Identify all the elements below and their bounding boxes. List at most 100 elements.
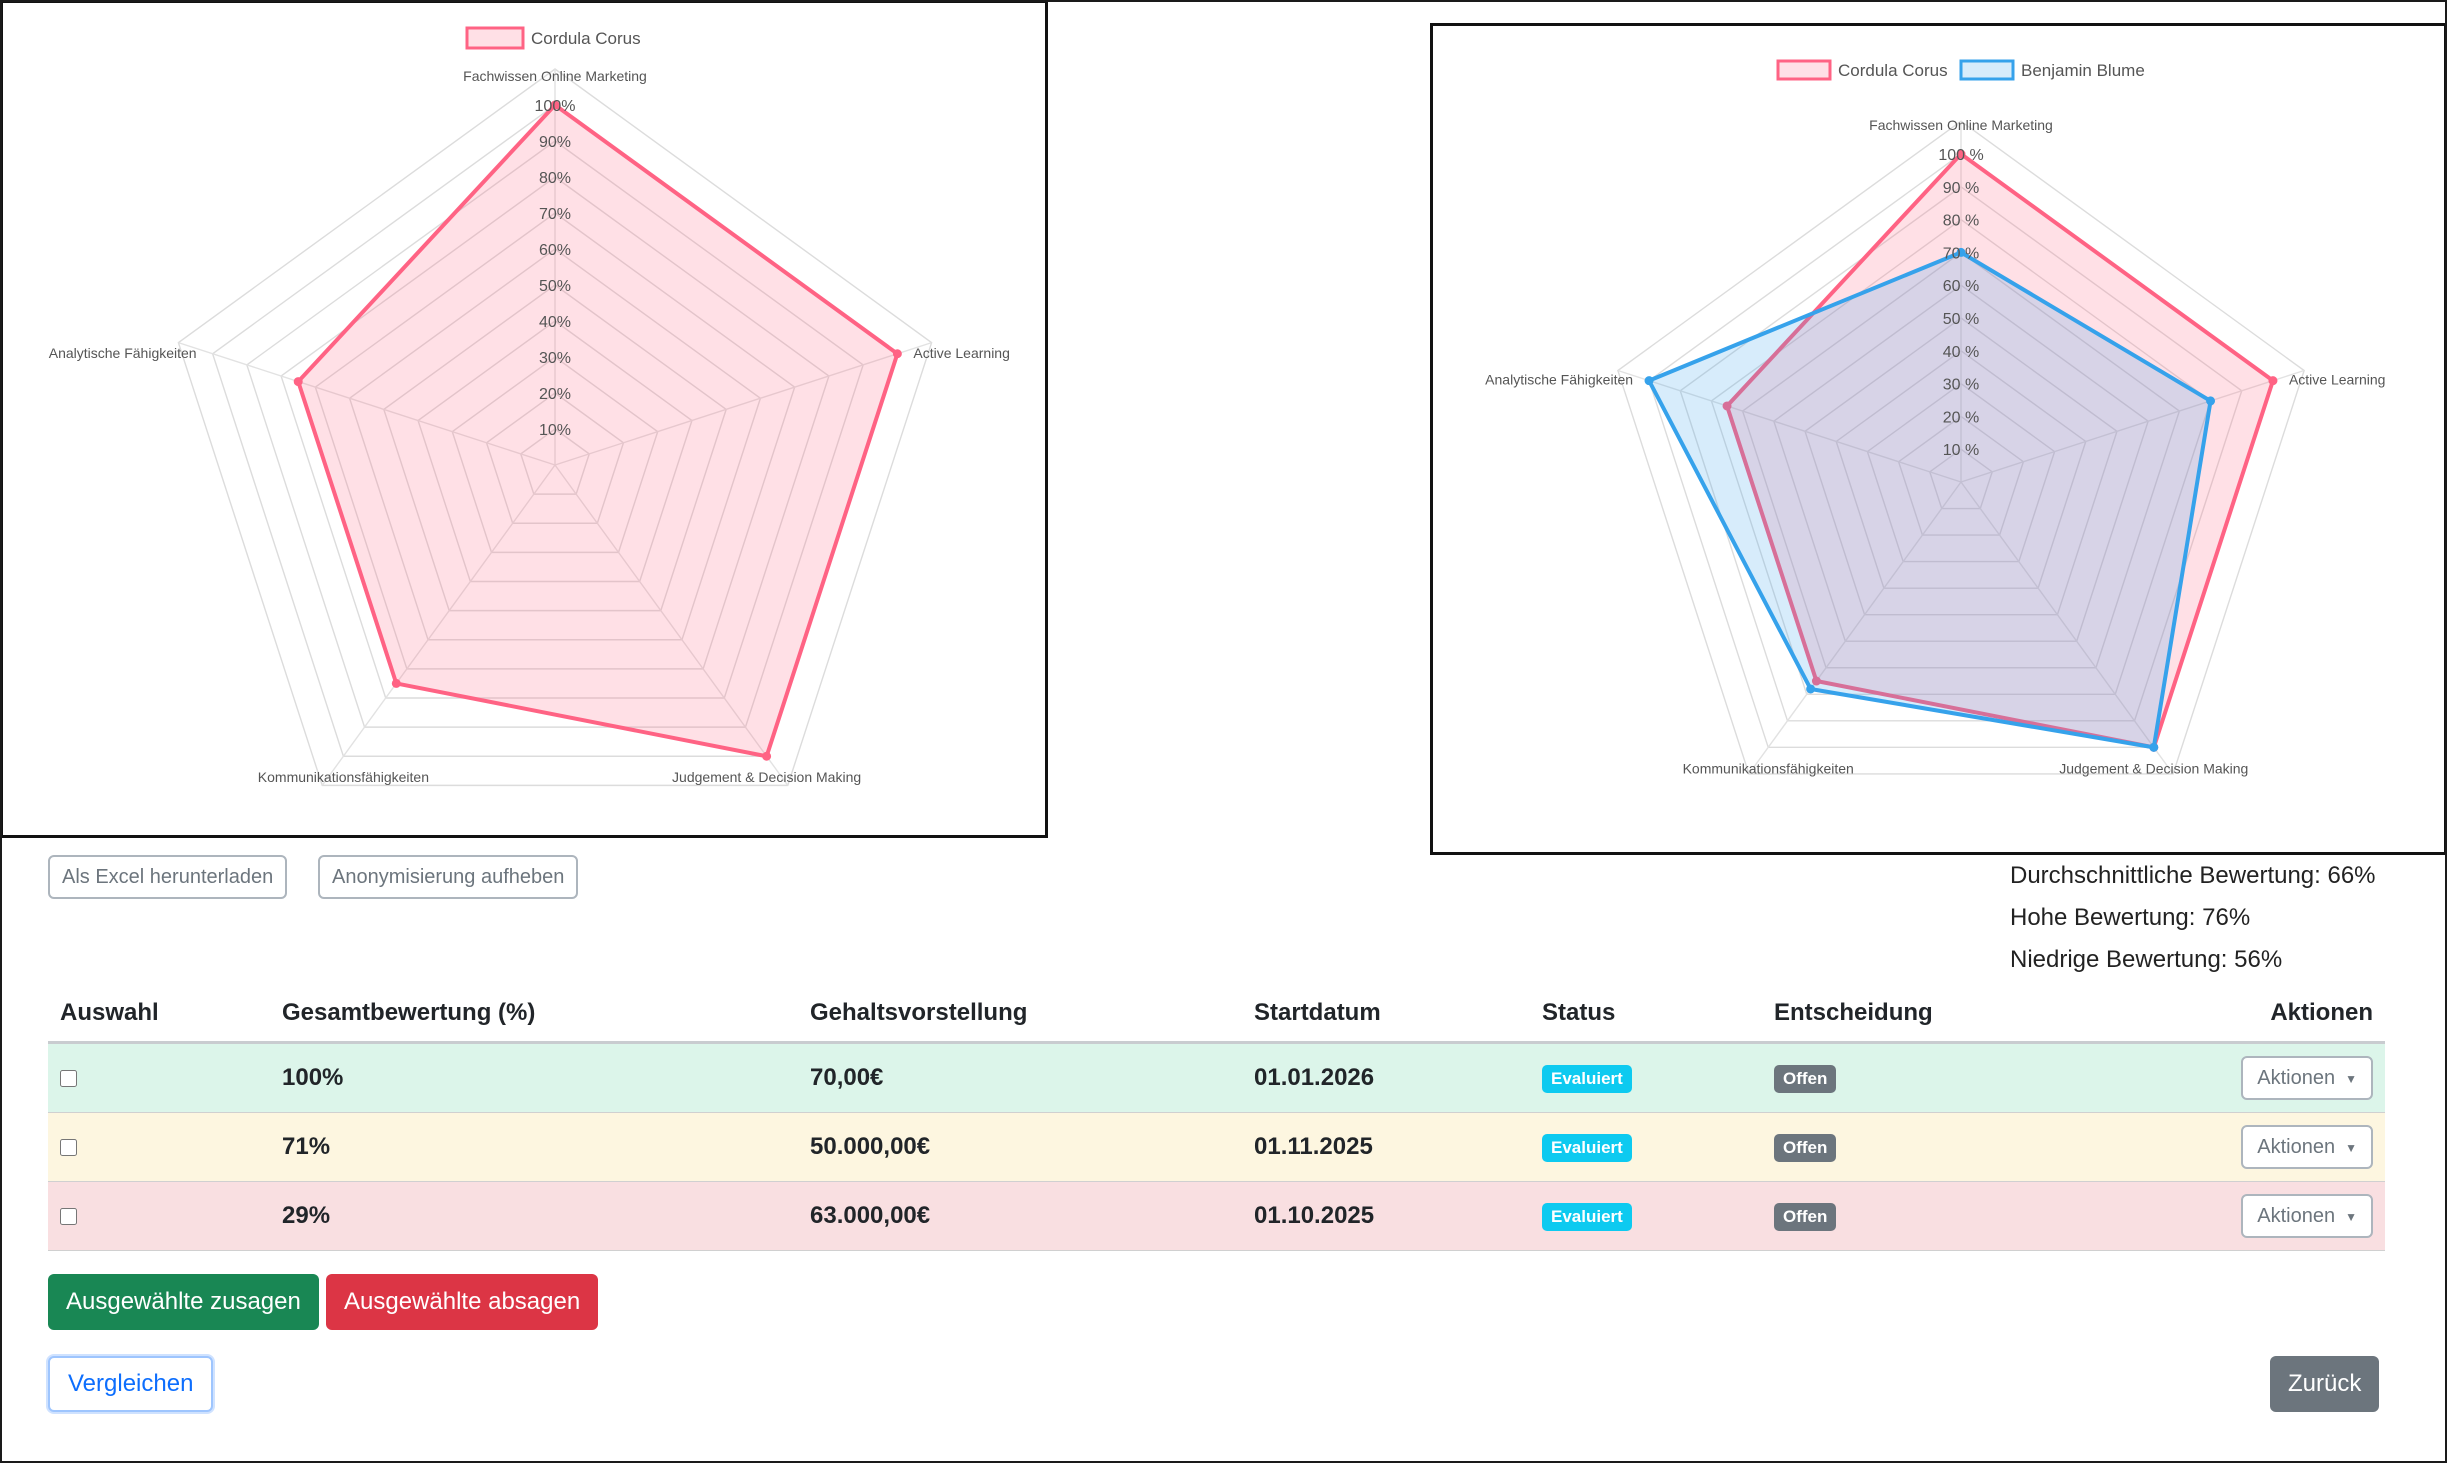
header-start: Startdatum bbox=[1242, 985, 1530, 1044]
radar-chart-single: Cordula Corus 10% 20% 30% 40% 50% 60% 70% 80% 90… bbox=[0, 0, 1048, 838]
radar-tick-label: 70 % bbox=[1943, 245, 1979, 262]
radar-grid-ring bbox=[280, 176, 830, 699]
radar-grid-ring bbox=[1897, 415, 2025, 536]
radar-tick-label: 60 % bbox=[1943, 278, 1979, 295]
radar-grid-ring bbox=[1773, 284, 2149, 642]
radar-tick-label: 100 % bbox=[1938, 147, 1983, 164]
compare-button[interactable]: Vergleichen bbox=[48, 1356, 214, 1412]
radar-tick-label: 10% bbox=[539, 422, 571, 439]
radar-point bbox=[762, 751, 772, 761]
row-start-date: 01.11.2025 bbox=[1242, 1112, 1530, 1182]
radar-axis-label: Analytische Fähigkeiten bbox=[49, 345, 197, 361]
radar-tick-label: 20% bbox=[539, 386, 571, 403]
radar-spoke bbox=[554, 341, 932, 466]
radar-point bbox=[1811, 676, 1821, 686]
caret-down-icon: ▼ bbox=[2345, 1140, 2357, 1155]
radar-axis-label: Judgement & Decision Making bbox=[672, 769, 861, 785]
radar-grid-ring bbox=[1804, 317, 2118, 616]
header-score: Gesamtbewertung (%) bbox=[270, 985, 798, 1044]
rating-stats: Durchschnittliche Bewertung: 66% Hohe Be… bbox=[2010, 855, 2376, 981]
radar-axis-label: Active Learning bbox=[913, 345, 1010, 361]
radar-point bbox=[1644, 376, 1654, 386]
header-salary: Gehaltsvorstellung bbox=[798, 985, 1242, 1044]
actions-dropdown-label: Aktionen bbox=[2257, 1205, 2336, 1227]
radar-tick-label: 30 % bbox=[1943, 377, 1979, 394]
legend-label-cordula: Cordula Corus bbox=[531, 29, 641, 48]
header-status: Status bbox=[1530, 985, 1762, 1044]
radar-point bbox=[391, 678, 401, 688]
radar-point bbox=[892, 349, 902, 359]
accept-selected-button[interactable]: Ausgewählte zusagen bbox=[48, 1274, 319, 1330]
radar-tick-label: 80 % bbox=[1943, 213, 1979, 230]
legend-swatch-cordula bbox=[465, 26, 525, 50]
radar-axis-label: Fachwissen Online Marketing bbox=[463, 68, 647, 84]
row-select-checkbox[interactable] bbox=[60, 1208, 77, 1226]
actions-dropdown-label: Aktionen bbox=[2257, 1136, 2336, 1158]
radar-point bbox=[2268, 376, 2278, 386]
radar-tick-label: 10 % bbox=[1943, 442, 1979, 459]
radar-grid-ring bbox=[246, 140, 864, 728]
radar-grid-ring bbox=[1679, 185, 2243, 722]
radar-axis-label: Fachwissen Online Marketing bbox=[1869, 117, 2053, 133]
radar-spoke bbox=[554, 464, 789, 786]
radar-spoke bbox=[1960, 481, 2174, 775]
radar-tick-label: 20 % bbox=[1943, 409, 1979, 426]
row-salary: 50.000,00€ bbox=[798, 1112, 1242, 1182]
radar-chart-svg: Cordula Corus Benjamin Blume 10 % 20 % 30 … bbox=[1485, 59, 2385, 776]
radar-tick-label: 90% bbox=[539, 134, 571, 151]
radar-grid-ring bbox=[1928, 448, 1994, 510]
radar-grid-ring bbox=[417, 320, 693, 583]
radar-grid-ring bbox=[485, 392, 625, 524]
header-actions: Aktionen bbox=[2092, 985, 2385, 1044]
actions-dropdown-button[interactable]: Aktionen ▼ bbox=[2241, 1056, 2373, 1100]
actions-dropdown-label: Aktionen bbox=[2257, 1067, 2336, 1089]
radar-point bbox=[1956, 149, 1966, 159]
radar-tick-label: 30% bbox=[539, 350, 571, 367]
radar-grid-ring bbox=[314, 212, 796, 670]
average-rating: Durchschnittliche Bewertung: 66% bbox=[2010, 862, 2376, 889]
remove-anonymization-button[interactable]: Anonymisierung aufheben bbox=[318, 855, 579, 899]
back-button[interactable]: Zurück bbox=[2270, 1356, 2380, 1412]
status-badge: Evaluiert bbox=[1542, 1134, 1632, 1162]
radar-axis-label: Kommunikationsfähigkeiten bbox=[1683, 760, 1854, 776]
table-header-row: Auswahl Gesamtbewertung (%) Gehaltsvorst… bbox=[48, 985, 2385, 1044]
caret-down-icon: ▼ bbox=[2345, 1071, 2357, 1086]
actions-dropdown-button[interactable]: Aktionen ▼ bbox=[2241, 1125, 2373, 1169]
radar-point bbox=[1956, 247, 1966, 257]
table-row: 29% 63.000,00€ 01.10.2025 Evaluiert Offe… bbox=[48, 1181, 2385, 1251]
radar-chart-compare: Cordula Corus Benjamin Blume 10 % 20 % 30 … bbox=[1430, 23, 2447, 855]
radar-point bbox=[550, 100, 560, 110]
decision-badge: Offen bbox=[1774, 1203, 1837, 1231]
excel-download-button[interactable]: Als Excel herunterladen bbox=[48, 855, 288, 899]
legend-swatch-cordula bbox=[1776, 59, 1832, 81]
high-rating: Hohe Bewertung: 76% bbox=[2010, 904, 2251, 931]
radar-chart-svg: Cordula Corus 10% 20% 30% 40% 50% 60% 70% 80% 90… bbox=[49, 26, 1010, 787]
table-row: 71% 50.000,00€ 01.11.2025 Evaluiert Offe… bbox=[48, 1112, 2385, 1182]
radar-series-1 bbox=[1647, 250, 2213, 750]
radar-axis-label: Analytische Fähigkeiten bbox=[1485, 372, 1633, 388]
radar-spoke bbox=[1617, 369, 1962, 483]
radar-spoke bbox=[1748, 481, 1962, 775]
table-row: 100% 70,00€ 01.01.2026 Evaluiert Offen A… bbox=[48, 1042, 2385, 1113]
radar-grid-ring bbox=[177, 68, 933, 787]
radar-series-0 bbox=[1725, 152, 2275, 750]
reject-selected-button[interactable]: Ausgewählte absagen bbox=[326, 1274, 599, 1330]
radar-grid-ring bbox=[348, 248, 762, 641]
radar-axis-label: Kommunikationsfähigkeiten bbox=[258, 769, 429, 785]
radar-spoke bbox=[321, 464, 556, 786]
legend-label-benjamin: Benjamin Blume bbox=[2021, 61, 2145, 80]
radar-tick-label: 100% bbox=[535, 98, 576, 115]
actions-dropdown-button[interactable]: Aktionen ▼ bbox=[2241, 1194, 2373, 1238]
row-score: 71% bbox=[270, 1112, 798, 1182]
legend-swatch-benjamin bbox=[1959, 59, 2015, 81]
row-select-checkbox[interactable] bbox=[60, 1139, 77, 1157]
row-salary: 70,00€ bbox=[798, 1042, 1242, 1113]
status-badge: Evaluiert bbox=[1542, 1065, 1632, 1093]
radar-tick-label: 70% bbox=[539, 206, 571, 223]
row-start-date: 01.10.2025 bbox=[1242, 1181, 1530, 1251]
radar-grid-ring bbox=[1866, 382, 2056, 563]
row-score: 100% bbox=[270, 1042, 798, 1113]
header-select: Auswahl bbox=[48, 985, 270, 1044]
row-select-checkbox[interactable] bbox=[60, 1070, 77, 1088]
legend-label-cordula: Cordula Corus bbox=[1838, 61, 1948, 80]
